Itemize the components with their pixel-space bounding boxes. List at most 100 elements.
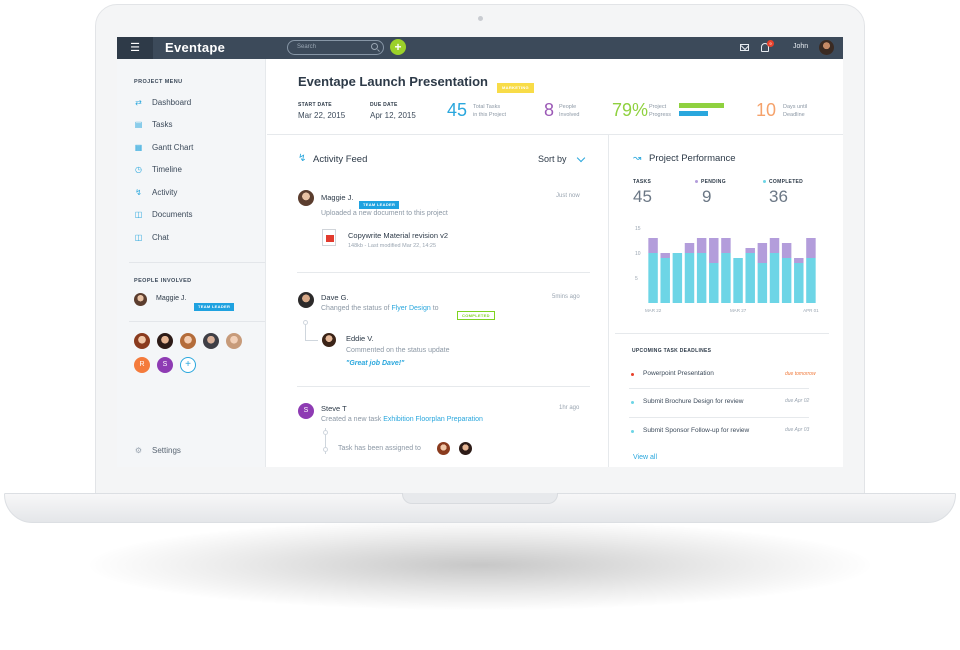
project-tag: MARKETING (497, 76, 534, 94)
hamburger-icon[interactable]: ☰ (117, 37, 153, 59)
trend-icon: ↝ (633, 153, 642, 164)
search-input[interactable]: Search (287, 40, 384, 55)
reply-quote: "Great job Dave!" (346, 360, 405, 367)
sidebar-item-chat[interactable]: ◫ Chat (134, 231, 254, 245)
completed-value: 36 (769, 187, 788, 206)
person-avatar[interactable] (226, 333, 242, 349)
feed-avatar[interactable] (298, 292, 314, 308)
reply-author[interactable]: Eddie V. (346, 334, 374, 343)
feed-text-part: Changed the status of (321, 305, 390, 312)
chart-bar-completed (696, 253, 707, 303)
lightning-icon: ↯ (135, 188, 142, 197)
deadline-item[interactable]: Submit Brochure Design for review (643, 398, 744, 405)
notification-badge: 9 (767, 40, 774, 47)
user-avatar[interactable] (819, 40, 834, 55)
chevron-down-icon[interactable] (576, 153, 586, 163)
sidebar: PROJECT MENU ⇄ Dashboard ▤ Tasks ▦ Gantt… (117, 59, 266, 467)
feed-time: 1hr ago (559, 405, 580, 411)
chart-bar-completed (745, 253, 755, 303)
assignee-avatar[interactable] (459, 442, 472, 455)
chart-divider (615, 333, 829, 334)
completed-label: COMPLETED (763, 179, 803, 185)
sidebar-item-gantt-chart[interactable]: ▦ Gantt Chart (134, 141, 254, 155)
deadline-bullet (631, 373, 634, 376)
calendar-icon: ▦ (134, 143, 143, 152)
tasks-label: TASKS (633, 179, 652, 185)
file-name[interactable]: Copywrite Material revision v2 (348, 231, 449, 240)
chart-bar-pending (794, 258, 804, 263)
sidebar-item-timeline[interactable]: ◷ Timeline (134, 163, 254, 177)
project-tag-label: MARKETING (497, 83, 534, 93)
app-logo[interactable]: Eventape (165, 40, 226, 55)
feed-avatar[interactable] (298, 190, 314, 206)
pending-dot (695, 180, 698, 184)
feed-time: 5mins ago (552, 294, 580, 300)
chart-bar-pending (709, 238, 719, 263)
project-progress-label: Project Progress (649, 103, 671, 119)
pending-label-text: PENDING (701, 179, 726, 185)
person-avatar-initial[interactable]: S (157, 357, 173, 373)
person-avatar[interactable] (180, 333, 196, 349)
sidebar-item-tasks[interactable]: ▤ Tasks (134, 118, 254, 132)
deadline-divider (629, 417, 809, 418)
feed-author[interactable]: Steve T (321, 404, 347, 413)
feed-author[interactable]: Maggie J. (321, 193, 354, 202)
y-tick-label: 15 (635, 226, 641, 232)
feed-text: Changed the status of Flyer Design to (321, 305, 439, 312)
task-link[interactable]: Exhibition Floorplan Preparation (383, 416, 483, 423)
sidebar-item-settings[interactable]: ⚙ Settings (134, 444, 254, 458)
deadline-item[interactable]: Submit Sponsor Follow-up for review (643, 427, 750, 434)
chart-bar-pending (745, 248, 755, 253)
thread-node (303, 320, 308, 325)
chart-bar-pending (806, 238, 816, 258)
feed-text: Created a new task Exhibition Floorplan … (321, 416, 483, 423)
thread-line (325, 428, 326, 454)
assignee-avatar[interactable] (437, 442, 450, 455)
sort-by-button[interactable]: Sort by (538, 154, 567, 164)
chart-bar-completed (781, 258, 792, 303)
user-name[interactable]: John (793, 43, 809, 50)
completed-dot (763, 180, 766, 184)
chart-bar-completed (757, 263, 768, 303)
deadline-item[interactable]: Powerpoint Presentation (643, 370, 714, 377)
task-link[interactable]: Flyer Design (391, 305, 431, 312)
clipboard-icon: ▤ (134, 120, 143, 129)
person-avatar[interactable] (157, 333, 173, 349)
progress-bar-complete (679, 103, 724, 108)
sidebar-item-activity[interactable]: ↯ Activity (134, 186, 254, 200)
chart-bar-completed (660, 258, 670, 303)
chart-bar-completed (672, 253, 683, 303)
shuffle-icon: ⇄ (135, 98, 142, 107)
add-person-button[interactable]: + (180, 357, 196, 373)
add-button[interactable]: + (390, 39, 406, 55)
deadline-bullet (631, 430, 634, 433)
search-icon[interactable] (371, 43, 378, 50)
assigned-text: Task has been assigned to (338, 445, 421, 452)
lightning-icon: ↯ (298, 153, 307, 164)
pdf-file-icon[interactable] (322, 229, 336, 246)
chart-bar-pending (684, 243, 695, 253)
sidebar-item-dashboard[interactable]: ⇄ Dashboard (134, 96, 254, 110)
bell-icon[interactable] (761, 43, 769, 52)
stat-label-line: Days until (783, 104, 808, 110)
y-tick-label: 5 (635, 276, 638, 282)
chart-bar-completed (733, 258, 743, 303)
person-avatar-initial[interactable]: R (134, 357, 150, 373)
reply-avatar[interactable] (322, 333, 336, 347)
sidebar-item-label: Settings (152, 446, 181, 455)
pending-label: PENDING (695, 179, 726, 185)
lead-avatar[interactable] (134, 293, 147, 306)
sidebar-item-documents[interactable]: ◫ Documents (134, 208, 254, 222)
file-meta: 148kb - Last modified Mar 22, 14:25 (348, 243, 437, 249)
x-tick-label: APR 01 (803, 308, 819, 313)
chart-bar-completed (648, 253, 658, 303)
person-avatar[interactable] (134, 333, 150, 349)
mail-icon[interactable] (740, 44, 749, 51)
stat-label-line: Total Tasks (473, 104, 501, 110)
feed-avatar-initial[interactable]: S (298, 403, 314, 419)
view-all-link[interactable]: View all (633, 454, 657, 461)
chart-bar-completed (721, 253, 731, 303)
person-avatar[interactable] (203, 333, 219, 349)
feed-author[interactable]: Dave G. (321, 293, 349, 302)
due-date-label: DUE DATE (370, 102, 398, 108)
